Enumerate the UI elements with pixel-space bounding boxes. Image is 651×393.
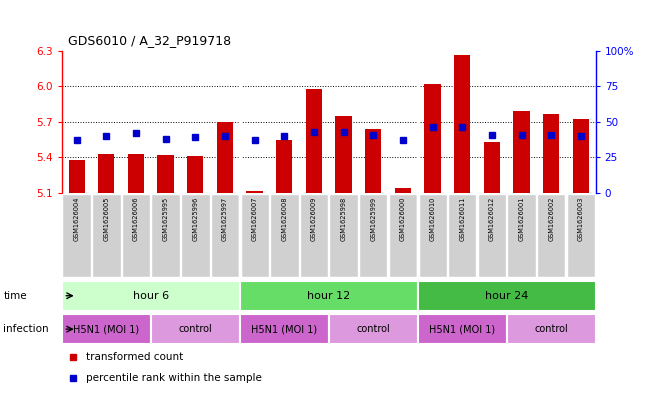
Bar xyxy=(418,314,506,344)
FancyBboxPatch shape xyxy=(181,194,210,277)
Bar xyxy=(306,89,322,193)
Bar xyxy=(217,122,233,193)
Text: H5N1 (MOI 1): H5N1 (MOI 1) xyxy=(429,324,495,334)
Text: GSM1625998: GSM1625998 xyxy=(340,197,346,241)
Text: GSM1626006: GSM1626006 xyxy=(133,197,139,241)
Bar xyxy=(240,281,418,311)
Text: hour 24: hour 24 xyxy=(485,291,529,301)
Text: control: control xyxy=(356,324,390,334)
Bar xyxy=(454,55,471,193)
Bar xyxy=(158,155,174,193)
Text: hour 6: hour 6 xyxy=(133,291,169,301)
Bar xyxy=(484,142,500,193)
Bar xyxy=(276,140,292,193)
Bar xyxy=(365,129,381,193)
FancyBboxPatch shape xyxy=(359,194,387,277)
FancyBboxPatch shape xyxy=(211,194,239,277)
Text: GSM1626000: GSM1626000 xyxy=(400,197,406,241)
Text: infection: infection xyxy=(3,324,49,334)
FancyBboxPatch shape xyxy=(122,194,150,277)
Text: transformed count: transformed count xyxy=(86,352,183,362)
Text: GSM1625997: GSM1625997 xyxy=(222,197,228,241)
Bar xyxy=(335,116,352,193)
Text: GSM1625995: GSM1625995 xyxy=(163,197,169,241)
Text: GDS6010 / A_32_P919718: GDS6010 / A_32_P919718 xyxy=(68,34,232,47)
Bar xyxy=(98,154,115,193)
Text: GSM1626007: GSM1626007 xyxy=(252,197,258,241)
Text: GSM1626008: GSM1626008 xyxy=(281,197,287,241)
Bar xyxy=(240,314,329,344)
FancyBboxPatch shape xyxy=(566,194,595,277)
FancyBboxPatch shape xyxy=(62,194,91,277)
FancyBboxPatch shape xyxy=(152,194,180,277)
FancyBboxPatch shape xyxy=(419,194,447,277)
FancyBboxPatch shape xyxy=(537,194,566,277)
Text: time: time xyxy=(3,291,27,301)
FancyBboxPatch shape xyxy=(240,194,269,277)
FancyBboxPatch shape xyxy=(270,194,299,277)
Text: GSM1626009: GSM1626009 xyxy=(311,197,317,241)
Text: percentile rank within the sample: percentile rank within the sample xyxy=(86,373,262,383)
Bar xyxy=(151,314,240,344)
Text: GSM1626011: GSM1626011 xyxy=(459,197,465,241)
Bar xyxy=(187,156,204,193)
Text: GSM1626012: GSM1626012 xyxy=(489,197,495,241)
Text: GSM1625999: GSM1625999 xyxy=(370,197,376,241)
Bar xyxy=(62,281,240,311)
Bar xyxy=(424,84,441,193)
Text: GSM1626004: GSM1626004 xyxy=(74,197,79,241)
FancyBboxPatch shape xyxy=(478,194,506,277)
Text: GSM1626003: GSM1626003 xyxy=(578,197,584,241)
Text: GSM1626002: GSM1626002 xyxy=(548,197,554,241)
Text: control: control xyxy=(178,324,212,334)
Bar xyxy=(514,111,530,193)
Bar xyxy=(128,154,144,193)
Text: H5N1 (MOI 1): H5N1 (MOI 1) xyxy=(251,324,317,334)
Text: GSM1626001: GSM1626001 xyxy=(519,197,525,241)
Text: GSM1625996: GSM1625996 xyxy=(192,197,199,241)
Text: H5N1 (MOI 1): H5N1 (MOI 1) xyxy=(74,324,139,334)
FancyBboxPatch shape xyxy=(329,194,358,277)
Text: GSM1626005: GSM1626005 xyxy=(104,197,109,241)
FancyBboxPatch shape xyxy=(92,194,120,277)
Bar xyxy=(543,114,559,193)
FancyBboxPatch shape xyxy=(299,194,328,277)
Text: control: control xyxy=(534,324,568,334)
Bar xyxy=(247,191,263,193)
Bar xyxy=(573,119,589,193)
FancyBboxPatch shape xyxy=(389,194,417,277)
Bar xyxy=(329,314,418,344)
Text: hour 12: hour 12 xyxy=(307,291,350,301)
Bar xyxy=(506,314,596,344)
FancyBboxPatch shape xyxy=(448,194,477,277)
Bar xyxy=(395,188,411,193)
FancyBboxPatch shape xyxy=(507,194,536,277)
Text: GSM1626010: GSM1626010 xyxy=(430,197,436,241)
Bar xyxy=(418,281,596,311)
Bar xyxy=(68,160,85,193)
Bar xyxy=(62,314,151,344)
